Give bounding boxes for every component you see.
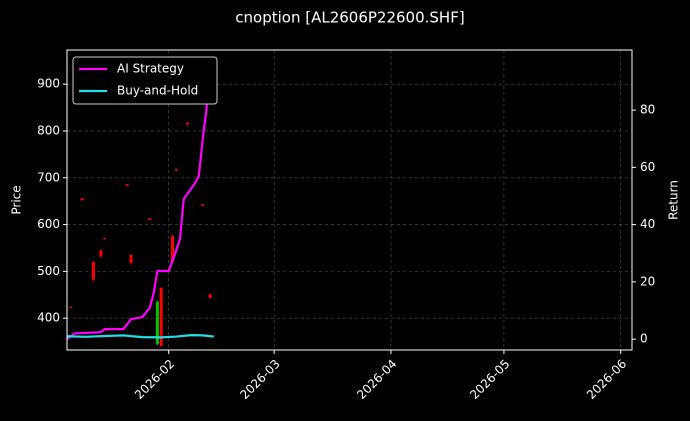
x-tick-label: 2026-02 [132,357,177,402]
y-tick-label: 800 [37,123,60,137]
y2-tick-label: 0 [640,332,648,346]
candle-body [103,238,107,240]
y-tick-label: 600 [37,217,60,231]
y-tick-label: 700 [37,170,60,184]
legend: AI Strategy Buy-and-Hold [72,56,218,105]
candle-body [155,301,159,344]
y-tick-label: 900 [37,77,60,91]
x-tick-label: 2026-05 [467,357,512,402]
candle-body [69,306,73,308]
y2-tick-label: 20 [640,274,655,288]
y-tick-label: 400 [37,311,60,325]
candle-body [208,294,212,299]
y2-axis-label: Return [667,180,681,220]
chart-title: cnoption [AL2606P22600.SHF] [235,9,464,27]
candle-body [174,169,178,171]
line-series [66,334,215,339]
candle-body [125,184,129,186]
y2-tick-label: 80 [640,103,655,117]
y-tick-label: 500 [37,264,60,278]
candle-body [186,123,190,125]
candle-body [159,287,163,347]
x-tick-label: 2026-03 [237,357,282,402]
candle-body [129,254,133,263]
plot-frame [66,49,633,351]
y-axis-label: Price [10,185,24,214]
candle-body [80,198,84,201]
candle-body [99,250,103,257]
candle-body [148,218,152,220]
legend-label: Buy-and-Hold [117,84,198,98]
x-tick-label: 2026-04 [354,357,399,402]
legend-box [72,56,218,105]
legend-label: AI Strategy [117,62,184,76]
y2-tick-label: 60 [640,160,655,174]
line-series [66,64,212,340]
y2-tick-label: 40 [640,217,655,231]
candle-body [170,236,174,263]
candle-body [201,204,205,206]
candle-body [91,262,95,280]
x-tick-label: 2026-06 [584,357,629,402]
